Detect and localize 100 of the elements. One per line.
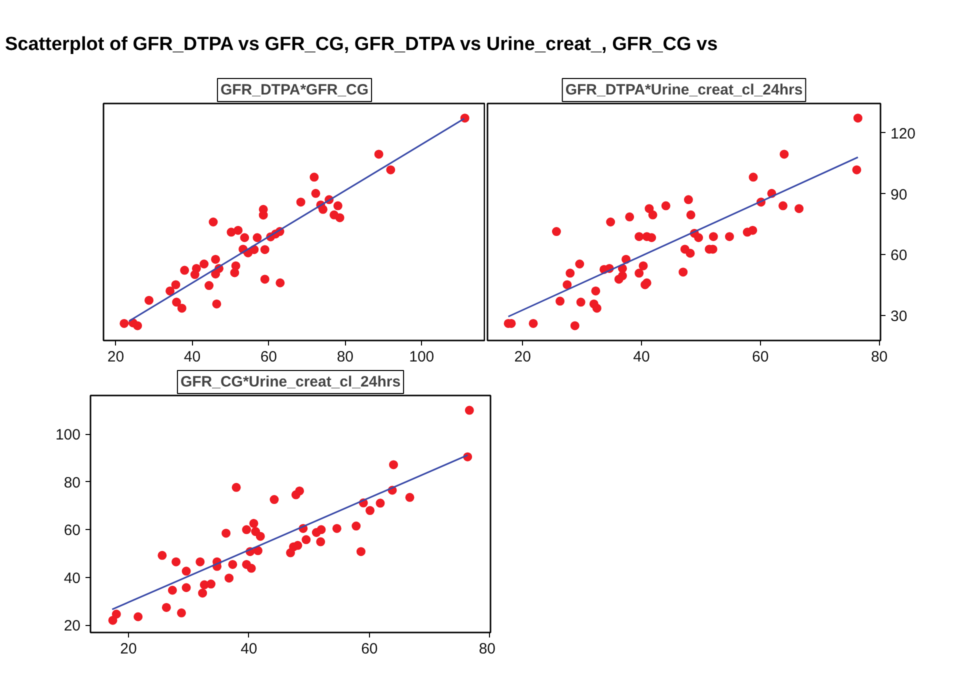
point — [606, 218, 616, 226]
point — [222, 528, 231, 538]
point — [295, 486, 304, 496]
x-tick-label: 100 — [409, 348, 434, 366]
point — [204, 281, 214, 290]
y-tick-label: 80 — [64, 474, 81, 492]
point — [206, 580, 216, 589]
point — [678, 268, 688, 277]
point — [198, 588, 208, 598]
x-tick-label: 80 — [478, 640, 496, 658]
point — [176, 608, 186, 618]
point — [200, 260, 209, 268]
y-tick-label: 120 — [890, 125, 916, 142]
x-tick-label: 20 — [107, 348, 124, 366]
point — [460, 114, 470, 123]
y-tick-label: 90 — [890, 186, 908, 204]
point — [352, 522, 361, 531]
point — [252, 233, 262, 242]
point — [296, 198, 306, 207]
point — [234, 226, 243, 235]
point — [242, 525, 252, 534]
point — [316, 537, 326, 546]
point — [316, 525, 326, 534]
point — [120, 318, 129, 328]
point — [638, 261, 648, 270]
point — [566, 268, 575, 278]
point — [366, 506, 375, 516]
y-tick-label: 30 — [890, 308, 908, 326]
x-tick-label: 80 — [870, 348, 888, 366]
chart-title: GFR_CG*Urine_creat_cl_24hrs — [180, 374, 401, 390]
point — [196, 557, 205, 566]
point — [192, 264, 201, 273]
point — [276, 278, 285, 288]
chart-title: GFR_DTPA*GFR_CG — [220, 82, 369, 98]
point — [253, 546, 262, 556]
point — [684, 195, 693, 204]
point — [389, 460, 398, 470]
x-tick-label: 60 — [752, 348, 769, 366]
x-tick-label: 40 — [240, 640, 258, 658]
point — [293, 540, 302, 550]
point — [794, 204, 804, 214]
point — [618, 271, 627, 280]
point — [778, 201, 788, 210]
point — [570, 321, 580, 330]
point — [232, 482, 241, 492]
point — [240, 233, 250, 242]
point — [172, 557, 181, 566]
x-tick-label: 60 — [361, 640, 378, 658]
point — [386, 165, 396, 174]
x-tick-label: 60 — [260, 348, 278, 366]
point — [780, 150, 789, 159]
point — [318, 204, 328, 214]
point — [853, 114, 862, 123]
point — [302, 535, 311, 544]
point — [158, 550, 167, 560]
y-tick-label: 40 — [64, 570, 81, 587]
point — [464, 406, 474, 415]
point — [166, 286, 175, 296]
point — [162, 602, 171, 612]
point — [686, 210, 696, 220]
point — [270, 495, 279, 504]
point — [246, 564, 256, 573]
point — [172, 298, 182, 307]
point — [260, 274, 270, 284]
point — [228, 560, 238, 569]
point — [133, 321, 142, 330]
point — [177, 304, 186, 313]
point — [168, 586, 177, 595]
point — [230, 268, 240, 278]
point — [182, 583, 191, 592]
point — [356, 547, 366, 556]
point — [310, 172, 319, 182]
point — [634, 232, 644, 242]
point — [708, 232, 718, 242]
point — [311, 188, 320, 198]
y-tick-label: 100 — [55, 426, 81, 444]
y-tick-label: 20 — [64, 618, 81, 635]
point — [592, 304, 602, 313]
point — [144, 296, 154, 305]
point — [134, 612, 143, 622]
point — [332, 524, 342, 533]
point — [171, 280, 180, 290]
point — [556, 296, 565, 306]
point — [748, 226, 758, 235]
point — [212, 299, 222, 308]
point — [748, 172, 758, 182]
x-tick-label: 80 — [336, 348, 354, 366]
text: Scatterplot of GFR_DTPA vs GFR_CG, GFR_DTPA vs Urine_creat_, GFR_CG vs — [5, 33, 718, 57]
point — [405, 492, 414, 502]
point — [374, 150, 384, 159]
point — [224, 574, 234, 583]
point — [694, 233, 704, 242]
point — [562, 280, 572, 290]
y-tick-label: 60 — [890, 247, 908, 264]
point — [256, 532, 265, 541]
point — [648, 210, 658, 220]
point — [575, 260, 584, 268]
point — [335, 213, 344, 222]
point — [724, 232, 734, 242]
point — [376, 498, 385, 508]
